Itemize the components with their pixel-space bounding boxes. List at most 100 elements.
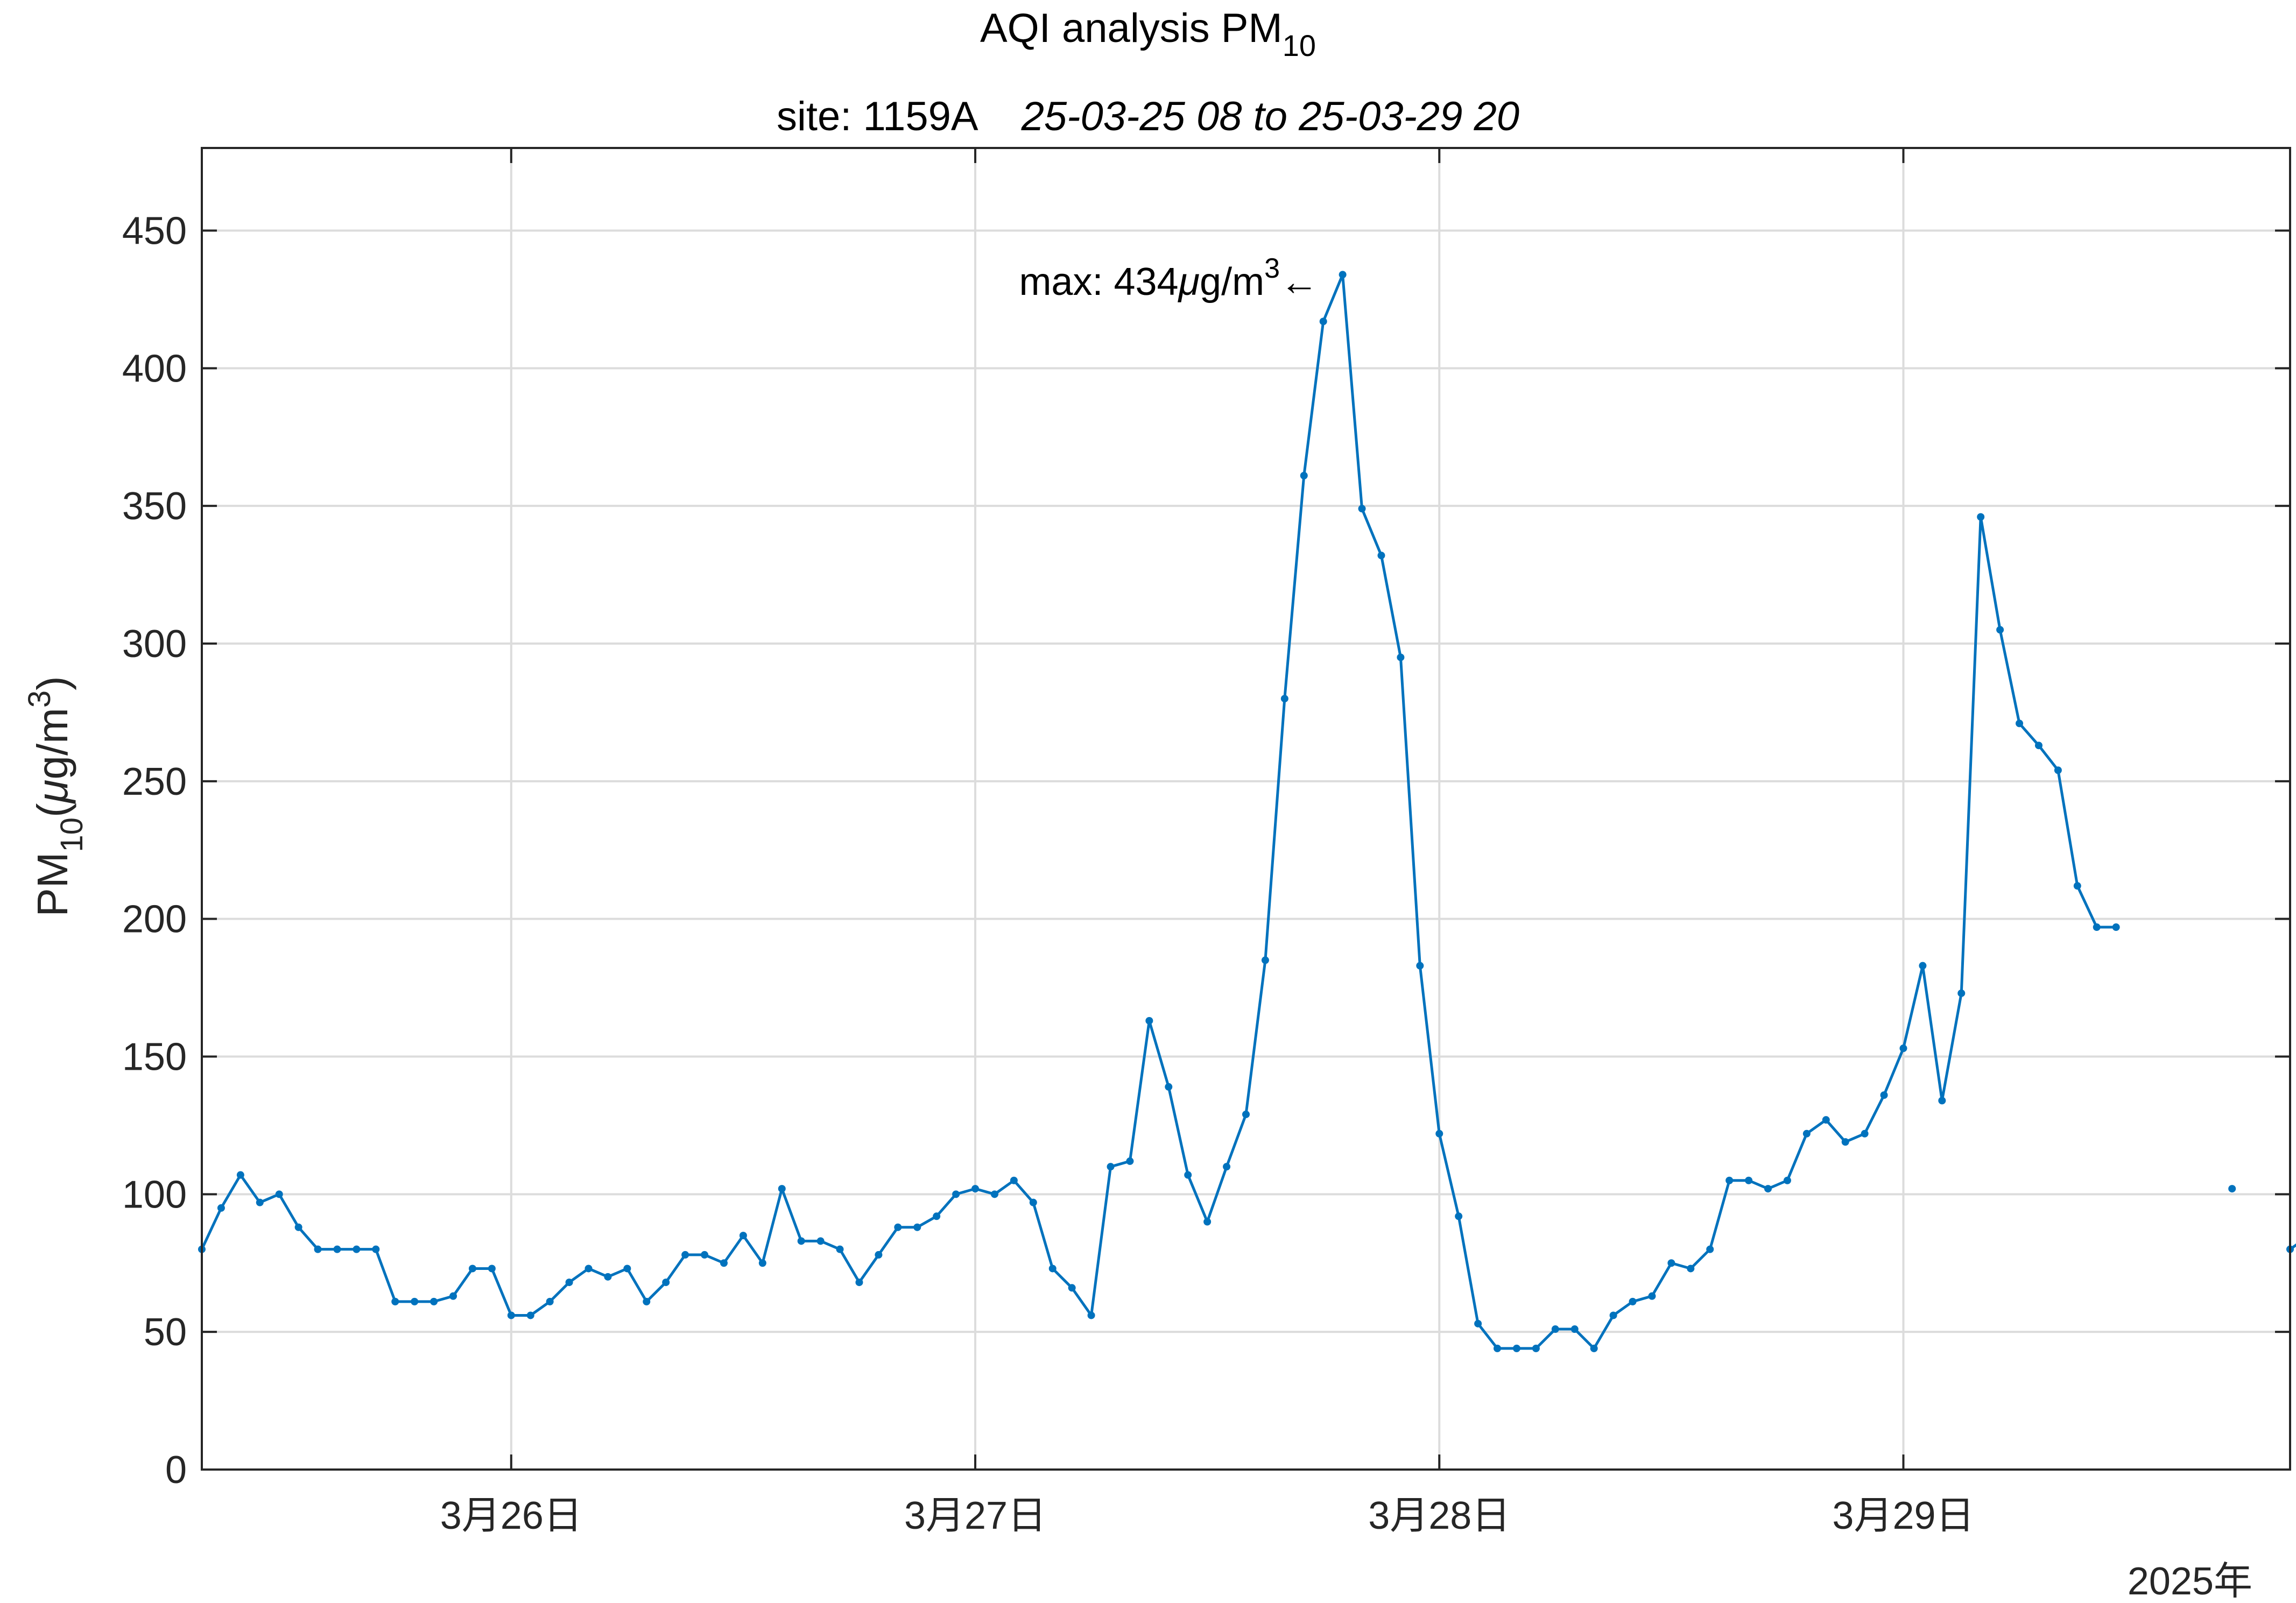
data-point <box>1126 1157 1134 1165</box>
data-point <box>836 1245 844 1253</box>
y-tick-label: 0 <box>165 1449 187 1492</box>
y-tick-label: 300 <box>122 623 187 666</box>
data-point <box>372 1245 380 1253</box>
data-point <box>604 1273 612 1281</box>
data-point <box>1029 1198 1037 1206</box>
data-point <box>1242 1110 1250 1118</box>
data-point <box>662 1279 670 1287</box>
data-point <box>1203 1218 1212 1226</box>
data-point <box>507 1311 515 1319</box>
data-point <box>1977 513 1985 521</box>
data-point <box>1802 1129 1811 1138</box>
data-point <box>430 1297 438 1305</box>
data-point <box>2228 1185 2236 1193</box>
data-point <box>1339 271 1347 279</box>
data-point <box>643 1297 651 1305</box>
x-tick-label: 3月29日 <box>1832 1494 1974 1537</box>
series-pm10 <box>198 271 2296 1352</box>
data-point <box>855 1279 863 1287</box>
data-point <box>1107 1163 1115 1171</box>
data-point <box>1629 1297 1637 1305</box>
data-point <box>449 1292 457 1300</box>
data-point <box>1455 1212 1463 1220</box>
data-point <box>275 1190 283 1198</box>
data-point <box>1706 1245 1714 1253</box>
data-point <box>778 1185 786 1193</box>
y-tick-label: 400 <box>122 347 187 390</box>
data-point <box>1938 1097 1946 1105</box>
x-tick-label: 3月28日 <box>1368 1494 1510 1537</box>
data-point <box>681 1251 689 1259</box>
data-point <box>1223 1163 1231 1171</box>
x-axis-year-label: 2025年 <box>2128 1560 2252 1603</box>
data-point <box>2016 719 2024 728</box>
data-point <box>1068 1284 1076 1292</box>
series-line <box>2289 1243 2296 1251</box>
data-point <box>758 1259 766 1267</box>
data-point <box>720 1259 728 1267</box>
data-point <box>1184 1171 1192 1179</box>
y-tick-label: 250 <box>122 760 187 803</box>
data-point <box>1087 1311 1095 1319</box>
data-point <box>1667 1259 1675 1267</box>
series-line <box>200 273 2116 1350</box>
data-point <box>1010 1176 1018 1184</box>
data-point <box>1861 1129 1869 1138</box>
data-point <box>1648 1292 1656 1300</box>
data-point <box>1551 1325 1559 1333</box>
data-point <box>701 1251 709 1259</box>
data-point <box>1687 1265 1695 1273</box>
data-point <box>933 1212 941 1220</box>
data-point <box>952 1190 960 1198</box>
data-point <box>1416 962 1424 970</box>
data-point <box>1590 1344 1598 1352</box>
data-point <box>913 1223 921 1231</box>
data-point <box>1841 1138 1849 1146</box>
data-point <box>1512 1344 1520 1352</box>
data-point <box>2093 923 2101 931</box>
data-point <box>894 1223 902 1231</box>
data-point <box>353 1245 361 1253</box>
x-tick-label: 3月26日 <box>440 1494 582 1537</box>
data-point <box>2073 882 2081 890</box>
data-point <box>1280 695 1288 703</box>
data-point <box>1919 962 1927 970</box>
data-point <box>1996 626 2004 634</box>
data-point <box>1358 505 1366 513</box>
y-tick-label: 450 <box>122 210 187 253</box>
data-point <box>411 1297 419 1305</box>
data-point <box>739 1232 747 1240</box>
data-point <box>816 1237 825 1245</box>
y-tick-label: 150 <box>122 1036 187 1079</box>
data-point <box>1532 1344 1540 1352</box>
y-tick-label: 200 <box>122 898 187 941</box>
data-point <box>1822 1116 1830 1124</box>
y-tick-label: 100 <box>122 1173 187 1216</box>
data-point <box>1165 1083 1173 1091</box>
data-point <box>1397 653 1405 661</box>
data-point <box>2054 766 2062 774</box>
data-point <box>584 1265 593 1273</box>
data-point <box>971 1185 980 1193</box>
y-tick-label: 50 <box>144 1311 187 1354</box>
chart-title: AQI analysis PM10 <box>980 5 1316 62</box>
data-point <box>526 1311 534 1319</box>
y-axis-label: PM10(μg/m3) <box>22 676 89 916</box>
data-point <box>2034 742 2043 750</box>
max-annotation: max: 434μg/m3← <box>1019 253 1319 303</box>
data-point <box>1319 317 1327 326</box>
data-point <box>1048 1265 1057 1273</box>
data-point <box>1300 471 1308 479</box>
y-tick-label: 350 <box>122 485 187 528</box>
data-point <box>1764 1185 1772 1193</box>
plot-frame <box>201 147 2291 1471</box>
data-point <box>1145 1016 1153 1025</box>
data-point <box>236 1171 244 1179</box>
data-point <box>565 1279 573 1287</box>
data-point <box>623 1265 631 1273</box>
x-tick-label: 3月27日 <box>904 1494 1046 1537</box>
data-point <box>1783 1176 1791 1184</box>
data-point <box>1261 956 1269 964</box>
data-point <box>468 1265 476 1273</box>
